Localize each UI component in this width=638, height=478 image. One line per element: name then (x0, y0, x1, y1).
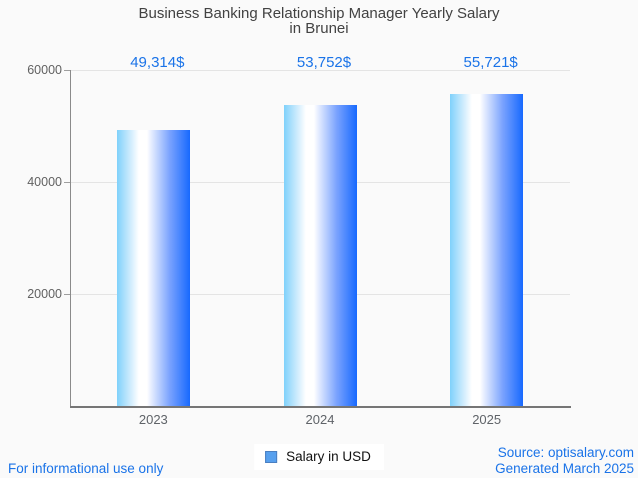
ytick-mark-20000 (64, 294, 70, 295)
gridline-60000 (70, 70, 570, 71)
bar-2024[interactable] (284, 105, 357, 406)
x-axis-line (70, 406, 571, 408)
xtick-label-2023: 2023 (138, 412, 168, 427)
value-label-2024: 53,752$ (296, 54, 352, 71)
bar-2025[interactable] (450, 94, 523, 406)
value-label-2025: 55,721$ (463, 54, 518, 71)
value-label-2023: 49,314$ (130, 54, 185, 71)
legend-swatch-icon (265, 450, 278, 463)
footer-source-block: Source: optisalary.com Generated March 2… (495, 445, 634, 476)
chart-title: Business Banking Relationship Manager Ye… (0, 6, 638, 36)
footer-disclaimer: For informational use only (8, 461, 164, 476)
y-axis-line (70, 70, 71, 406)
xtick-label-2024: 2024 (305, 412, 335, 427)
chart-title-line1: Business Banking Relationship Manager Ye… (138, 5, 500, 22)
ytick-mark-40000 (64, 182, 70, 183)
chart-legend[interactable]: Salary in USD (254, 444, 384, 470)
ytick-label-20000: 20000 (27, 287, 62, 301)
ytick-mark-60000 (64, 70, 70, 71)
footer-generated: Generated March 2025 (495, 460, 634, 476)
ytick-label-40000: 40000 (27, 175, 62, 189)
footer-source[interactable]: Source: optisalary.com (497, 445, 634, 460)
ytick-label-60000: 60000 (27, 63, 62, 77)
legend-label: Salary in USD (286, 449, 371, 464)
xtick-label-2025: 2025 (472, 412, 502, 427)
bar-2023[interactable] (117, 130, 190, 406)
chart-title-line2: in Brunei (289, 20, 349, 37)
